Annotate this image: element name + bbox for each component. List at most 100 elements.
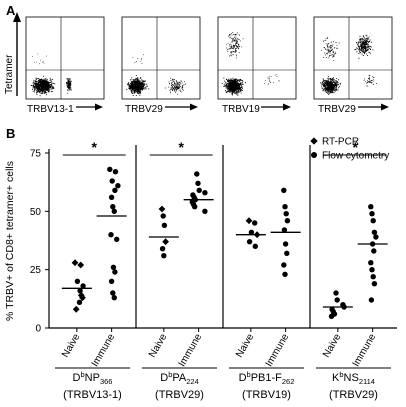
flow-event-dot: [177, 82, 178, 84]
flow-event-dot: [368, 47, 370, 50]
flow-event-dot: [232, 48, 234, 50]
flow-event-dot: [131, 82, 133, 84]
flow-event-dot: [233, 51, 235, 53]
data-point-rt-pcr: [72, 305, 80, 313]
flow-event-dot: [364, 50, 366, 52]
data-point-flow-cytometry: [194, 171, 200, 177]
flow-event-dot: [333, 53, 335, 55]
flow-event-dot: [181, 87, 183, 89]
flow-event-dot: [329, 53, 331, 55]
flow-event-dot: [235, 38, 237, 39]
flow-event-dot: [67, 92, 69, 94]
flow-event-dot: [130, 89, 132, 91]
flow-event-dot: [177, 93, 179, 95]
flow-event-dot: [140, 88, 142, 90]
flow-event-dot: [135, 94, 137, 96]
flow-event-dot: [228, 79, 231, 81]
flow-event-dot: [230, 79, 232, 81]
flow-event-dot: [335, 87, 337, 89]
data-point-flow-cytometry: [76, 299, 83, 305]
flow-event-dot: [226, 49, 228, 51]
flow-event-dot: [140, 59, 142, 61]
flow-event-dot: [183, 84, 185, 86]
flow-plot-4-xlabel-text: TRBV29: [318, 104, 356, 115]
flow-event-dot: [363, 50, 365, 52]
data-point-flow-cytometry: [371, 229, 378, 235]
data-point-flow-cytometry: [373, 234, 379, 240]
flow-event-dot: [327, 88, 329, 90]
flow-event-dot: [177, 85, 179, 87]
flow-density-cloud: [221, 77, 247, 96]
flow-event-dot: [223, 83, 225, 85]
flow-event-dot: [67, 89, 68, 91]
flow-event-dot: [328, 51, 330, 53]
flow-event-dot: [36, 82, 38, 84]
flow-event-dot: [367, 39, 369, 41]
flow-event-dot: [365, 82, 367, 84]
flow-event-dot: [68, 84, 70, 85]
flow-event-dot: [33, 62, 35, 63]
flow-event-dot: [140, 77, 142, 79]
flow-event-dot: [136, 90, 138, 92]
group-naive-points: [245, 217, 261, 249]
flow-event-dot: [41, 86, 43, 88]
flow-event-dot: [48, 91, 50, 93]
flow-event-dot: [364, 40, 367, 42]
group-immune-points: [189, 171, 208, 214]
flow-event-dot: [338, 42, 340, 44]
flow-event-dot: [324, 79, 326, 82]
flow-event-dot: [365, 45, 367, 47]
flow-event-dot: [234, 85, 236, 87]
flow-event-dot: [223, 77, 225, 79]
flow-event-dot: [133, 81, 135, 83]
flow-event-dot: [135, 85, 137, 87]
flow-event-dot: [176, 81, 178, 83]
flow-event-dot: [272, 82, 274, 84]
data-point-flow-cytometry: [328, 313, 335, 319]
flow-event-dot: [365, 37, 368, 40]
flow-event-dot: [330, 89, 332, 91]
flow-event-dot: [333, 51, 334, 53]
flow-event-dot: [41, 84, 43, 86]
flow-event-dot: [171, 84, 173, 86]
flow-event-dot: [362, 41, 364, 43]
flow-event-dot: [132, 57, 134, 58]
flow-event-dot: [132, 79, 134, 81]
flow-event-dot: [322, 79, 325, 81]
flow-event-dot: [142, 83, 144, 85]
data-point-rt-pcr: [158, 205, 166, 213]
flow-event-dot: [174, 88, 176, 90]
flow-event-dot: [233, 88, 235, 90]
flow-event-dot: [41, 79, 43, 81]
flow-event-dot: [138, 83, 140, 85]
flow-event-dot: [31, 88, 33, 90]
flow-event-dot: [174, 85, 175, 87]
flow-event-dot: [267, 76, 269, 78]
flow-event-dot: [229, 91, 231, 93]
flow-event-dot: [69, 78, 71, 80]
flow-event-dot: [331, 86, 333, 88]
flow-event-dot: [136, 85, 138, 87]
flow-event-dot: [67, 80, 69, 82]
flow-event-dot: [373, 80, 375, 82]
flow-event-dot: [330, 84, 333, 86]
flow-event-dot: [235, 84, 237, 87]
flow-event-dot: [140, 58, 142, 60]
flow-event-dot: [182, 89, 184, 90]
flow-event-dot: [337, 79, 340, 81]
flow-event-dot: [170, 87, 172, 89]
flow-event-dot: [228, 78, 230, 80]
flow-event-dot: [368, 36, 370, 38]
flow-event-dot: [358, 52, 360, 55]
flow-event-dot: [44, 86, 46, 88]
data-point-flow-cytometry: [159, 246, 166, 252]
flow-event-dot: [37, 80, 39, 82]
flow-event-dot: [236, 80, 238, 82]
flow-event-dot: [331, 49, 333, 51]
flow-event-dot: [181, 91, 183, 93]
flow-event-dot: [184, 81, 186, 83]
scatter-plot-area: 0 25 50 75 Naive Immune * DbNP366 (TRBV13-1) Naiv…: [30, 139, 397, 401]
flow-event-dot: [131, 89, 133, 92]
flow-event-dot: [233, 33, 234, 35]
flow-event-dot: [240, 90, 242, 92]
